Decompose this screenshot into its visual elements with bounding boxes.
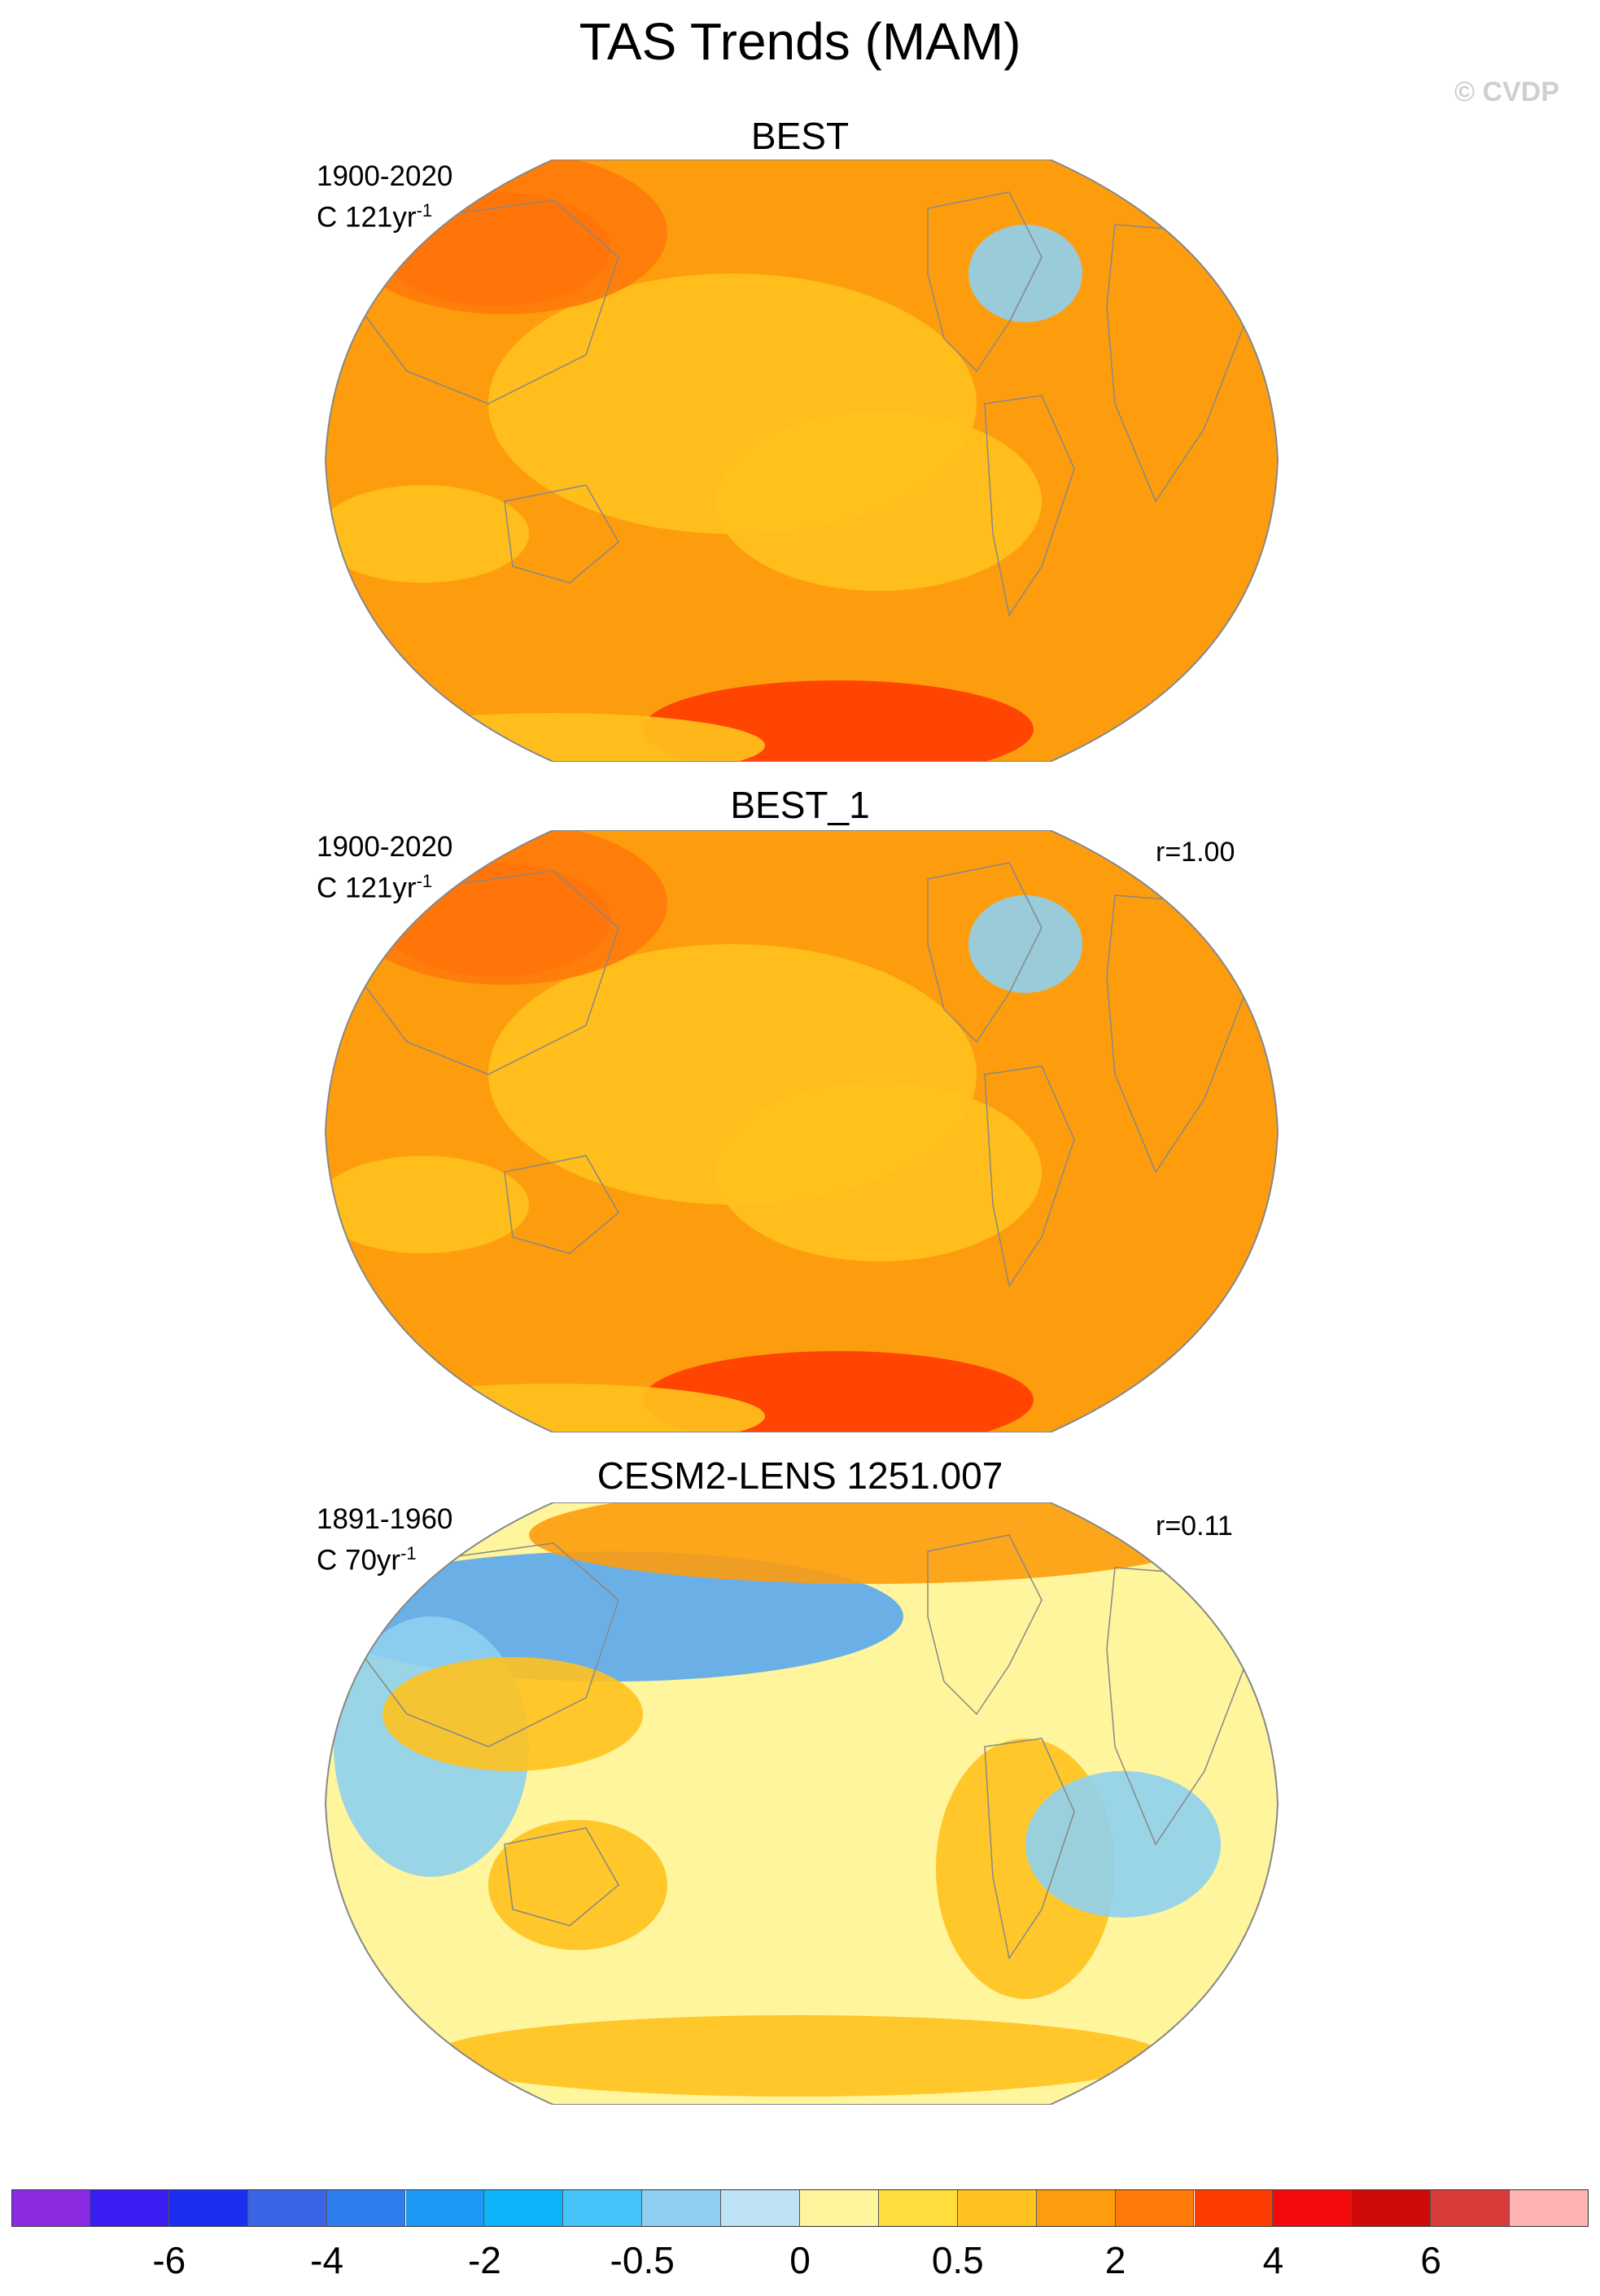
panel-units: C 121yr-1 [317, 194, 452, 235]
anomaly-region [968, 895, 1082, 993]
map-border [324, 830, 1279, 1432]
anomaly-region [383, 1657, 643, 1771]
land-outline [984, 1738, 1075, 1960]
colorbar-swatch [90, 2189, 169, 2227]
colorbar-swatch [1273, 2189, 1353, 2227]
panel-period: 1900-2020 [317, 160, 453, 192]
colorbar-swatch [800, 2189, 879, 2227]
colorbar-swatch [484, 2189, 564, 2227]
panel-correlation: r=1.00 [1156, 837, 1235, 868]
panel-period: 1900-2020 [317, 831, 453, 863]
colorbar-tick-label: -0.5 [610, 2239, 675, 2281]
colorbar-tick-label: 0.5 [931, 2239, 984, 2281]
colorbar-frame [11, 2189, 1589, 2227]
panel-units-exponent: -1 [416, 871, 433, 891]
panel-units-text: C 121yr [317, 872, 417, 904]
panel-units-exponent: -1 [400, 1543, 417, 1563]
colorbar-swatch [1194, 2189, 1274, 2227]
colorbar-swatch [563, 2189, 643, 2227]
panel-units: C 121yr-1 [317, 864, 452, 906]
land-outline [504, 484, 619, 584]
anomaly-region [529, 1502, 1213, 1584]
land-outline [504, 1827, 619, 1926]
panel-period: 1891-1960 [317, 1503, 453, 1535]
land-outline [357, 870, 619, 1075]
panel-units-text: C 70yr [317, 1544, 401, 1577]
trend-map-best [324, 160, 1279, 762]
colorbar-swatch [326, 2189, 406, 2227]
land-outline [984, 1065, 1075, 1288]
colorbar-tick-label: -2 [467, 2239, 501, 2281]
panel-correlation: r=0.11 [1156, 1511, 1233, 1542]
anomaly-region [968, 225, 1082, 322]
panel-units: C 70yr-1 [317, 1537, 452, 1578]
colorbar-tick-label: 0 [789, 2239, 811, 2281]
anomaly-region [716, 412, 1042, 591]
colorbar-swatch [247, 2189, 327, 2227]
land-outline [927, 862, 1043, 1043]
colorbar-swatch [1115, 2189, 1195, 2227]
panel-title: BEST_1 [730, 784, 870, 826]
panel-units-text: C 121yr [317, 201, 417, 234]
anomaly-region [1025, 1771, 1221, 1918]
colorbar-swatch [168, 2189, 248, 2227]
figure-title: TAS Trends (MAM) [579, 12, 1021, 71]
map-field [326, 1502, 1278, 2105]
panel-title: BEST [750, 115, 850, 157]
colorbar-swatch [957, 2189, 1037, 2227]
colorbar-tick-label: 4 [1262, 2239, 1284, 2281]
credit-watermark: © CVDP [1454, 77, 1559, 107]
colorbar-swatch [878, 2189, 958, 2227]
anomaly-region [326, 1156, 529, 1253]
anomaly-region [716, 1082, 1042, 1262]
land-outline [357, 1542, 619, 1747]
land-outline [357, 199, 619, 405]
colorbar-tick-label: -6 [152, 2239, 186, 2281]
land-outline [927, 191, 1043, 373]
colorbar-tick-label: 6 [1420, 2239, 1441, 2281]
colorbar-swatch [405, 2189, 485, 2227]
panel-units-exponent: -1 [416, 200, 433, 221]
panel-period-block: 1900-2020 C 121yr-1 [317, 160, 452, 235]
panel-period-block: 1900-2020 C 121yr-1 [317, 830, 452, 906]
trend-map-cesm2 [324, 1502, 1279, 2105]
panel-period-block: 1891-1960 C 70yr-1 [317, 1502, 452, 1578]
panel-title: CESM2-LENS 1251.007 [597, 1454, 1003, 1497]
colorbar-tick-label: -4 [310, 2239, 344, 2281]
land-outline [927, 1534, 1043, 1716]
map-border [324, 1502, 1279, 2105]
map-border [324, 160, 1279, 762]
land-outline [504, 1155, 619, 1254]
colorbar [11, 2189, 1589, 2227]
colorbar-swatch [721, 2189, 800, 2227]
anomaly-region [488, 1820, 667, 1950]
colorbar-swatch [642, 2189, 722, 2227]
colorbar-tick-label: 2 [1104, 2239, 1126, 2281]
anomaly-region [326, 485, 529, 583]
colorbar-swatch [1352, 2189, 1432, 2227]
map-field [326, 830, 1278, 1432]
trend-map-best-1 [324, 830, 1279, 1432]
colorbar-swatch [1431, 2189, 1510, 2227]
land-outline [984, 395, 1075, 617]
map-field [326, 160, 1278, 762]
colorbar-swatch [11, 2189, 90, 2227]
anomaly-region [431, 2015, 1164, 2097]
colorbar-swatch [1036, 2189, 1116, 2227]
